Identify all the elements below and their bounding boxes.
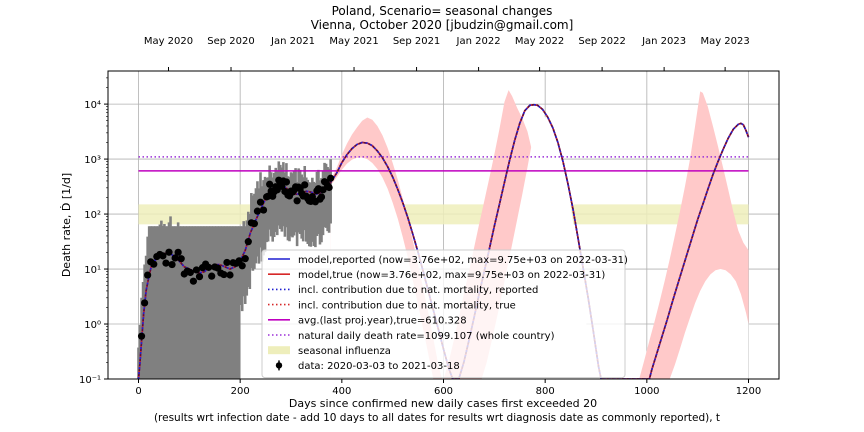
legend-entry-label: data: 2020-03-03 to 2021-03-18 bbox=[298, 361, 460, 372]
top-tick-label: May 2022 bbox=[515, 36, 564, 47]
legend-entry-label: natural daily death rate=1099.107 (whole… bbox=[298, 331, 555, 342]
data-point bbox=[266, 180, 274, 188]
y-tick-label: 10⁴ bbox=[84, 100, 101, 111]
seasonal-influenza-rect bbox=[138, 204, 749, 225]
data-point bbox=[301, 181, 309, 189]
legend-entry-label: incl. contribution due to nat. mortality… bbox=[298, 285, 538, 296]
data-point bbox=[220, 270, 228, 279]
data-point bbox=[327, 174, 335, 182]
chart-title-line1: Poland, Scenario= seasonal changes bbox=[332, 4, 553, 18]
data-point bbox=[259, 206, 268, 214]
x-axis-label-line1: Days since confirmed new daily cases fir… bbox=[289, 397, 597, 410]
data-point bbox=[165, 248, 173, 256]
top-axis-ticks: May 2020 Sep 2020 Jan 2021 May 2021 Sep 2021… bbox=[144, 36, 750, 71]
data-point bbox=[238, 262, 246, 270]
x-tick-label: 800 bbox=[536, 386, 555, 397]
data-point bbox=[174, 248, 182, 256]
legend-handle-marker bbox=[275, 362, 283, 369]
y-tick-label: 10⁻¹ bbox=[79, 375, 101, 386]
data-point bbox=[317, 193, 326, 201]
data-point bbox=[223, 258, 231, 267]
x-tick-label: 0 bbox=[135, 386, 141, 397]
x-tick-label: 400 bbox=[332, 386, 351, 397]
y-axis-label: Death rate, Ḋ [1/d] bbox=[60, 173, 73, 277]
reference-lines bbox=[138, 156, 749, 172]
data-point bbox=[144, 271, 152, 279]
data-point bbox=[189, 277, 197, 285]
top-tick-label: Sep 2021 bbox=[393, 36, 440, 47]
data-point bbox=[241, 255, 249, 263]
data-point bbox=[325, 183, 333, 192]
x-tick-label: 1200 bbox=[736, 386, 761, 397]
data-point bbox=[226, 271, 234, 279]
data-point bbox=[256, 198, 265, 206]
data-point bbox=[159, 252, 167, 260]
data-point bbox=[168, 260, 176, 269]
data-point bbox=[293, 197, 301, 205]
x-tick-label: 600 bbox=[434, 386, 453, 397]
data-point bbox=[195, 273, 204, 281]
legend-entry-label: avg.(last proj.year),true=610.328 bbox=[298, 316, 467, 327]
legend-handle-patch bbox=[268, 346, 290, 355]
y-tick-label: 10³ bbox=[84, 155, 101, 166]
data-point bbox=[208, 272, 216, 280]
x-axis-ticks: 0 200 400 600 800 1000 1200 bbox=[135, 379, 761, 397]
uncertainty-envelope bbox=[330, 90, 749, 379]
top-tick-label: Jan 2021 bbox=[270, 36, 315, 47]
x-tick-label: 1000 bbox=[634, 386, 659, 397]
data-point bbox=[250, 220, 258, 228]
y-tick-label: 10² bbox=[84, 210, 101, 221]
data-point bbox=[186, 268, 194, 277]
data-point bbox=[150, 260, 158, 268]
legend-box bbox=[261, 249, 626, 379]
envelope-lower-mask bbox=[330, 114, 749, 379]
data-point bbox=[137, 332, 146, 340]
x-tick-label: 200 bbox=[231, 386, 250, 397]
data-points bbox=[137, 174, 335, 340]
seasonal-influenza-band bbox=[138, 204, 749, 225]
y-tick-label: 10¹ bbox=[84, 265, 101, 276]
x-axis-label-line2: (results wrt infection date - add 10 day… bbox=[154, 412, 720, 424]
legend-entry-label: seasonal influenza bbox=[298, 346, 391, 357]
data-point bbox=[192, 266, 201, 274]
legend-entry-label: incl. contribution due to nat. mortality… bbox=[298, 300, 516, 311]
legend-entry-label: model,reported (now=3.76e+02, max=9.75e+… bbox=[298, 255, 628, 266]
top-tick-label: May 2023 bbox=[700, 36, 749, 47]
data-point bbox=[141, 299, 149, 307]
data-point bbox=[253, 207, 262, 215]
legend: model,reported (now=3.76e+02, max=9.75e+… bbox=[261, 249, 628, 379]
top-tick-label: May 2020 bbox=[144, 36, 193, 47]
top-tick-label: Sep 2020 bbox=[207, 36, 254, 47]
y-tick-label: 10⁰ bbox=[84, 320, 101, 331]
data-point bbox=[177, 255, 185, 263]
y-axis-ticks: 10⁻¹ 10⁰ 10¹ 10² 10³ 10⁴ bbox=[79, 77, 108, 386]
top-tick-label: Jan 2023 bbox=[641, 36, 686, 47]
legend-entry-label: model,true (now=3.76e+02, max=9.75e+03 o… bbox=[298, 270, 605, 281]
data-point bbox=[244, 238, 252, 246]
top-tick-label: Sep 2022 bbox=[578, 36, 625, 47]
data-point bbox=[162, 259, 170, 267]
data-point bbox=[282, 178, 291, 186]
chart-title-line2: Vienna, October 2020 [jbudzin@gmail.com] bbox=[311, 18, 574, 32]
top-tick-label: May 2021 bbox=[329, 36, 378, 47]
data-point bbox=[205, 263, 213, 271]
data-point bbox=[171, 254, 179, 262]
top-tick-label: Jan 2022 bbox=[456, 36, 501, 47]
